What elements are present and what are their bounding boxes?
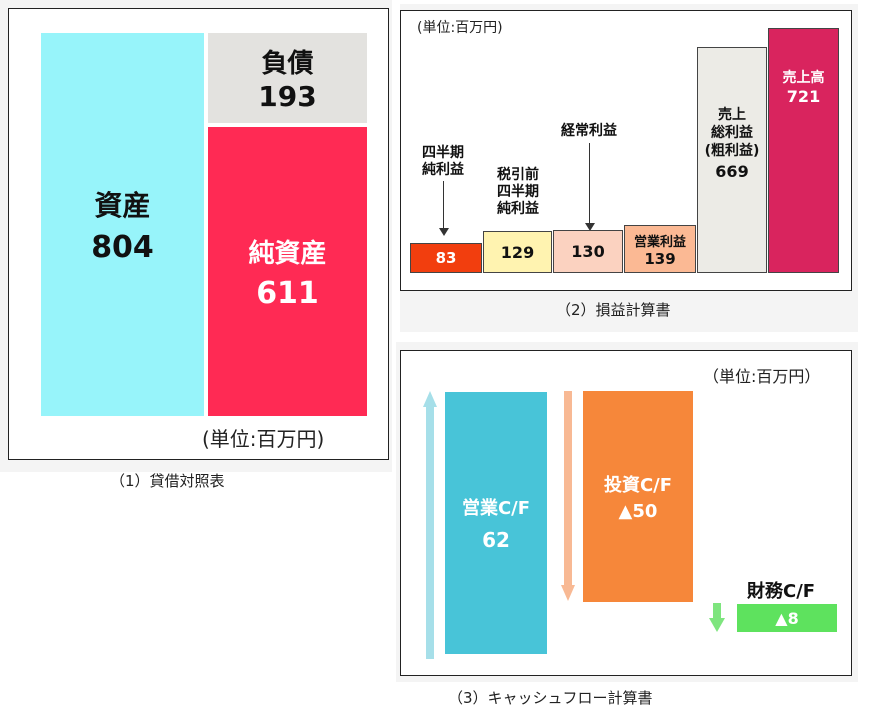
pl-box-ordinary-income: 130 <box>553 230 623 273</box>
financing-cf-block: ▲8 <box>737 604 837 632</box>
investing-cf-value: ▲50 <box>618 501 658 522</box>
net-assets-label: 純資産 <box>248 238 327 269</box>
pl-label-quarterly-net-income: 四半期 純利益 <box>422 145 464 178</box>
pl-value-quarterly-net-income: 83 <box>435 249 457 267</box>
pl-value-ordinary-income: 130 <box>571 242 605 261</box>
pl-label-gross-profit: 売上 総利益 (粗利益) <box>704 107 760 159</box>
pl-box-sales: 売上高 721 <box>768 28 839 273</box>
pl-label-ordinary-income: 経常利益 <box>561 123 617 139</box>
assets-value: 804 <box>91 230 154 265</box>
arrow-down-small-icon <box>709 603 725 633</box>
income-statement-panel: (単位:百万円) 四半期 純利益 税引前 四半期 純利益 経常利益 83 129… <box>400 10 852 291</box>
balance-sheet-caption: （1）貸借対照表 <box>110 472 225 490</box>
pl-label-pretax-income: 税引前 四半期 純利益 <box>497 167 539 217</box>
income-statement-caption: （2）損益計算書 <box>556 301 671 319</box>
cash-flow-unit: （単位:百万円） <box>703 367 821 386</box>
pl-value-sales: 721 <box>786 87 821 106</box>
liabilities-value: 193 <box>258 80 317 113</box>
cash-flow-caption: （3）キャッシュフロー計算書 <box>448 689 653 707</box>
arrow-down-icon <box>561 391 575 601</box>
net-assets-value: 611 <box>256 275 319 311</box>
financing-cf-label: 財務C/F <box>747 581 816 602</box>
operating-cf-label: 営業C/F <box>461 498 531 519</box>
assets-label: 資産 <box>94 189 151 222</box>
pl-label-operating-income: 営業利益 <box>633 234 686 250</box>
financing-cf-value: ▲8 <box>775 608 799 628</box>
pl-arrow-2 <box>589 143 590 225</box>
cash-flow-panel: （単位:百万円） 営業C/F 62 投資C/F ▲50 財務C/F ▲8 <box>400 350 852 676</box>
investing-cf-block: 投資C/F ▲50 <box>583 391 693 602</box>
arrow-up-icon <box>423 391 437 659</box>
pl-value-gross-profit: 669 <box>715 162 749 181</box>
pl-box-pretax-income: 129 <box>483 231 552 273</box>
liabilities-block: 負債 193 <box>208 33 367 123</box>
assets-block: 資産 804 <box>41 33 204 416</box>
operating-cf-block: 営業C/F 62 <box>445 392 547 654</box>
liabilities-label: 負債 <box>261 49 314 79</box>
pl-box-gross-profit: 売上 総利益 (粗利益) 669 <box>697 47 767 273</box>
balance-sheet-panel: 資産 804 負債 193 純資産 611 (単位:百万円) <box>8 8 389 460</box>
operating-cf-value: 62 <box>482 528 510 552</box>
pl-label-sales: 売上高 <box>782 70 825 86</box>
net-assets-block: 純資産 611 <box>208 127 367 416</box>
pl-box-operating-income: 営業利益 139 <box>624 225 696 273</box>
balance-sheet-unit: (単位:百万円) <box>202 427 325 451</box>
pl-arrow-1 <box>443 181 444 229</box>
income-statement-unit: (単位:百万円) <box>417 20 503 36</box>
investing-cf-label: 投資C/F <box>603 475 673 496</box>
pl-arrowhead-1 <box>439 228 449 236</box>
pl-value-pretax-income: 129 <box>500 242 535 262</box>
pl-value-operating-income: 139 <box>644 249 676 268</box>
pl-box-quarterly-net-income: 83 <box>410 243 482 273</box>
pl-arrowhead-2 <box>585 223 595 231</box>
